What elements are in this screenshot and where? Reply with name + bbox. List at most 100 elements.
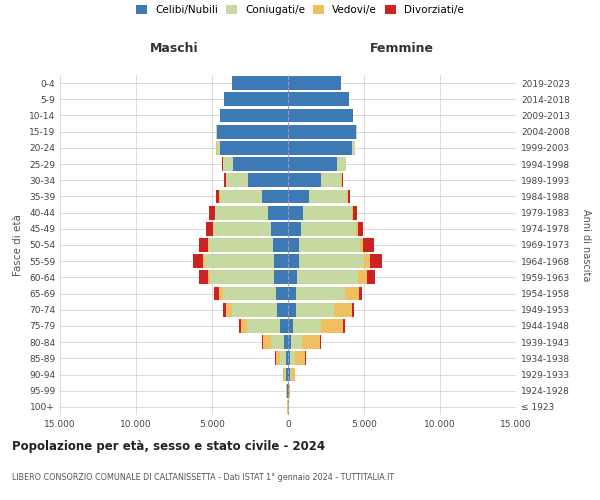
Bar — [208, 270, 211, 284]
Bar — [295, 352, 305, 365]
Bar — [352, 303, 353, 316]
Bar — [347, 190, 348, 203]
Bar — [248, 174, 288, 187]
Bar — [233, 157, 288, 171]
Bar — [199, 270, 208, 284]
Bar — [288, 319, 293, 333]
Bar — [299, 238, 360, 252]
Bar — [273, 238, 288, 252]
Bar — [286, 368, 288, 382]
Bar — [353, 206, 357, 220]
Bar — [290, 368, 291, 382]
Bar — [288, 303, 296, 316]
Bar — [358, 270, 367, 284]
Bar — [367, 270, 374, 284]
Bar — [226, 303, 232, 316]
Bar — [297, 270, 358, 284]
Bar — [288, 222, 301, 235]
Bar — [215, 206, 268, 220]
Bar — [288, 157, 337, 171]
Bar — [232, 303, 277, 316]
Bar — [288, 384, 289, 398]
Text: LIBERO CONSORZIO COMUNALE DI CALTANISSETTA - Dati ISTAT 1° gennaio 2024 - TUTTIT: LIBERO CONSORZIO COMUNALE DI CALTANISSET… — [12, 473, 394, 482]
Bar — [262, 190, 288, 203]
Bar — [277, 303, 288, 316]
Bar — [360, 238, 363, 252]
Bar — [301, 222, 356, 235]
Bar — [288, 270, 297, 284]
Bar — [283, 368, 285, 382]
Bar — [214, 286, 219, 300]
Bar — [352, 141, 355, 154]
Bar — [219, 286, 223, 300]
Bar — [287, 384, 288, 398]
Bar — [241, 319, 247, 333]
Bar — [290, 352, 295, 365]
Bar — [206, 222, 213, 235]
Bar — [211, 270, 274, 284]
Bar — [263, 336, 271, 349]
Bar — [322, 174, 341, 187]
Bar — [209, 206, 215, 220]
Bar — [209, 238, 273, 252]
Bar — [343, 319, 344, 333]
Bar — [280, 319, 288, 333]
Bar — [268, 206, 288, 220]
Bar — [226, 174, 248, 187]
Bar — [291, 336, 302, 349]
Bar — [274, 270, 288, 284]
Bar — [220, 108, 288, 122]
Bar — [208, 238, 209, 252]
Bar — [193, 254, 203, 268]
Legend: Celibi/Nubili, Coniugati/e, Vedovi/e, Divorziati/e: Celibi/Nubili, Coniugati/e, Vedovi/e, Di… — [136, 5, 464, 15]
Bar — [199, 238, 208, 252]
Bar — [288, 352, 290, 365]
Bar — [284, 336, 288, 349]
Bar — [341, 174, 343, 187]
Bar — [363, 238, 374, 252]
Bar — [302, 336, 320, 349]
Y-axis label: Fasce di età: Fasce di età — [13, 214, 23, 276]
Bar — [213, 222, 214, 235]
Bar — [288, 190, 309, 203]
Bar — [291, 368, 295, 382]
Bar — [274, 254, 288, 268]
Bar — [288, 92, 349, 106]
Bar — [288, 368, 290, 382]
Bar — [285, 368, 286, 382]
Bar — [222, 157, 223, 171]
Text: Popolazione per età, sesso e stato civile - 2024: Popolazione per età, sesso e stato civil… — [12, 440, 325, 453]
Bar — [214, 222, 271, 235]
Bar — [288, 206, 303, 220]
Bar — [356, 222, 358, 235]
Bar — [276, 286, 288, 300]
Bar — [286, 352, 288, 365]
Bar — [334, 303, 352, 316]
Y-axis label: Anni di nascita: Anni di nascita — [581, 209, 591, 281]
Bar — [296, 286, 345, 300]
Bar — [303, 206, 352, 220]
Bar — [288, 174, 322, 187]
Bar — [247, 319, 280, 333]
Bar — [309, 190, 347, 203]
Bar — [216, 190, 219, 203]
Bar — [224, 174, 226, 187]
Bar — [288, 254, 299, 268]
Bar — [288, 141, 352, 154]
Bar — [337, 157, 346, 171]
Bar — [320, 319, 343, 333]
Bar — [271, 222, 288, 235]
Bar — [348, 190, 350, 203]
Bar — [217, 141, 220, 154]
Bar — [205, 254, 274, 268]
Bar — [223, 303, 226, 316]
Bar — [276, 352, 280, 365]
Bar — [223, 286, 276, 300]
Bar — [359, 286, 362, 300]
Bar — [352, 206, 353, 220]
Bar — [288, 125, 356, 138]
Bar — [299, 254, 364, 268]
Bar — [289, 384, 290, 398]
Bar — [293, 319, 320, 333]
Bar — [288, 76, 341, 90]
